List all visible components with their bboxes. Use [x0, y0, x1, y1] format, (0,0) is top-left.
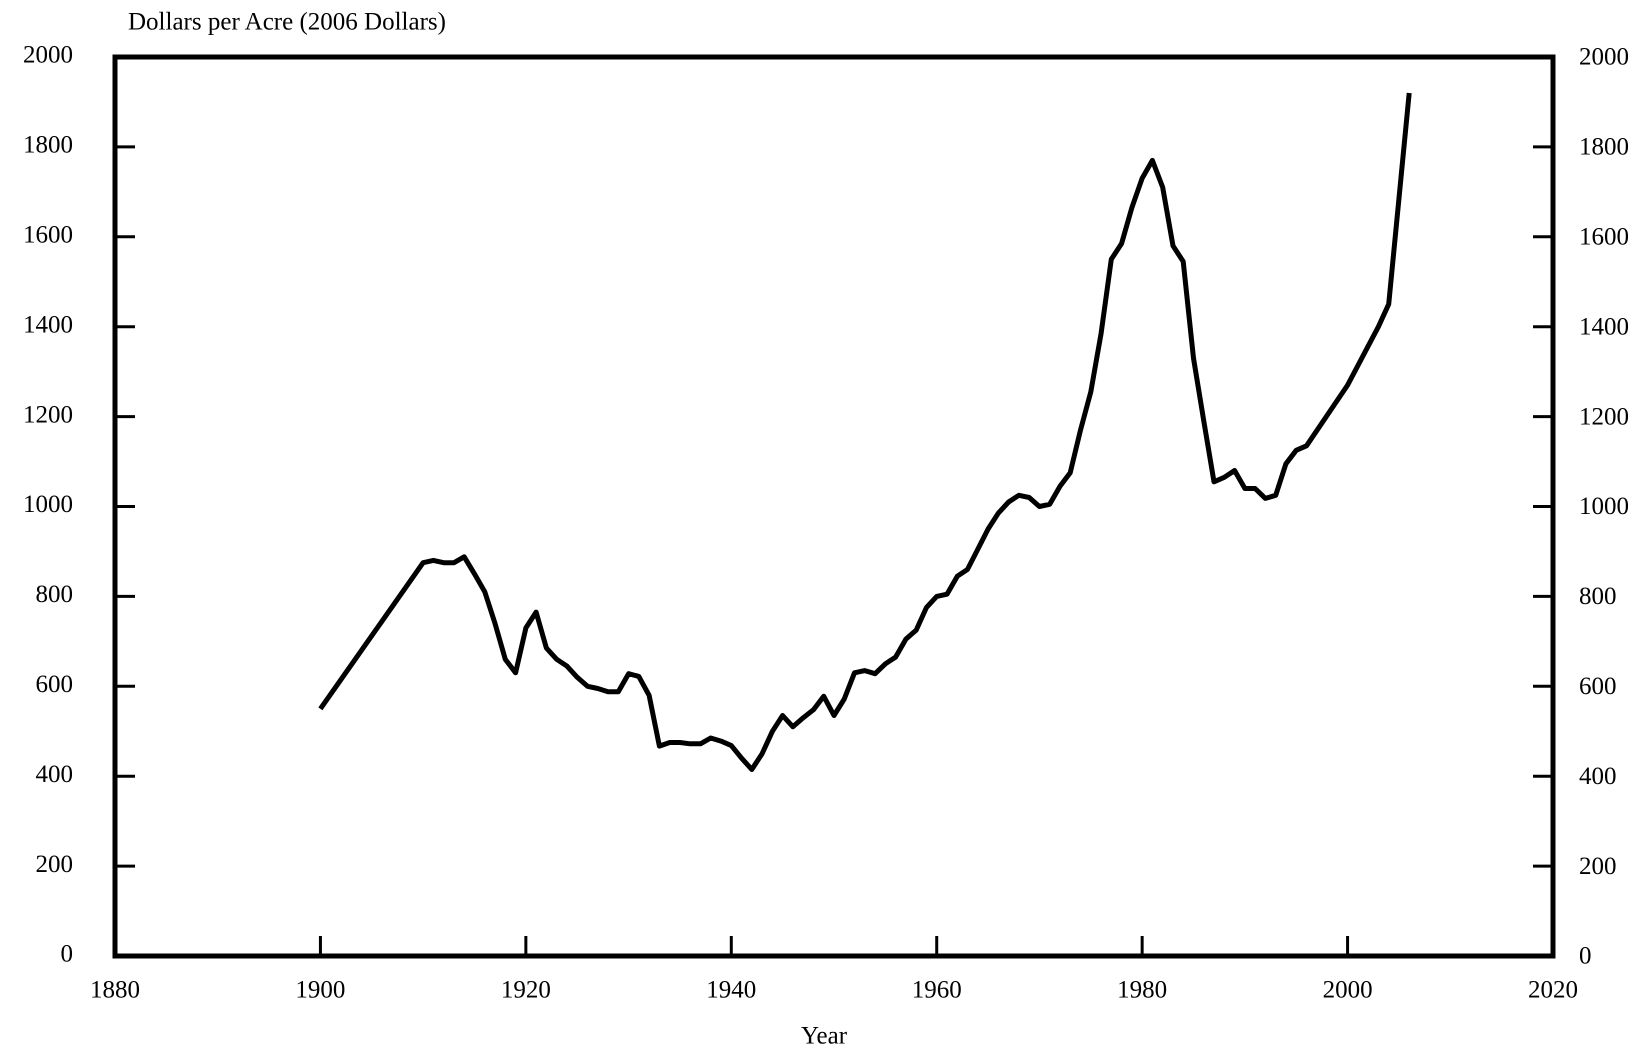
y2-tick-label: 200	[1579, 853, 1617, 880]
y-tick-label: 800	[36, 581, 74, 608]
x-tick-label: 1900	[295, 977, 345, 1004]
chart-title: Dollars per Acre (2006 Dollars)	[128, 9, 446, 36]
x-tick-label: 1880	[90, 977, 140, 1004]
x-tick-label: 1940	[706, 977, 756, 1004]
plot-frame	[112, 54, 1556, 959]
y-tick-label: 1800	[23, 132, 73, 159]
y2-tick-label: 600	[1579, 673, 1617, 700]
y2-tick-label: 1400	[1579, 313, 1629, 340]
y-tick-label: 1000	[23, 491, 73, 518]
y2-tick-label: 1200	[1579, 403, 1629, 430]
x-tick-label: 1920	[501, 977, 551, 1004]
x-tick-label: 1980	[1117, 977, 1167, 1004]
y-tick-label: 1400	[23, 311, 73, 338]
data-line	[318, 92, 1412, 772]
y-tick-label: 400	[36, 761, 74, 788]
y-tick-label: 1200	[23, 401, 73, 428]
x-tick-label: 2000	[1323, 977, 1373, 1004]
y-tick-label: 0	[61, 941, 74, 968]
x-tick-label: 1960	[912, 977, 962, 1004]
y-tick-label: 1600	[23, 222, 73, 249]
y2-tick-label: 1600	[1579, 224, 1629, 251]
y2-tick-label: 1800	[1579, 134, 1629, 161]
y2-tick-label: 0	[1579, 943, 1592, 970]
y2-tick-label: 1000	[1579, 493, 1629, 520]
y-tick-label: 600	[36, 671, 74, 698]
y2-tick-label: 800	[1579, 583, 1617, 610]
x-tick-label: 2020	[1528, 977, 1578, 1004]
x-axis-label: Year	[801, 1023, 848, 1050]
y-tick-label: 2000	[23, 42, 73, 69]
y2-tick-label: 2000	[1579, 44, 1629, 71]
y-tick-label: 200	[36, 851, 74, 878]
y2-tick-label: 400	[1579, 763, 1617, 790]
